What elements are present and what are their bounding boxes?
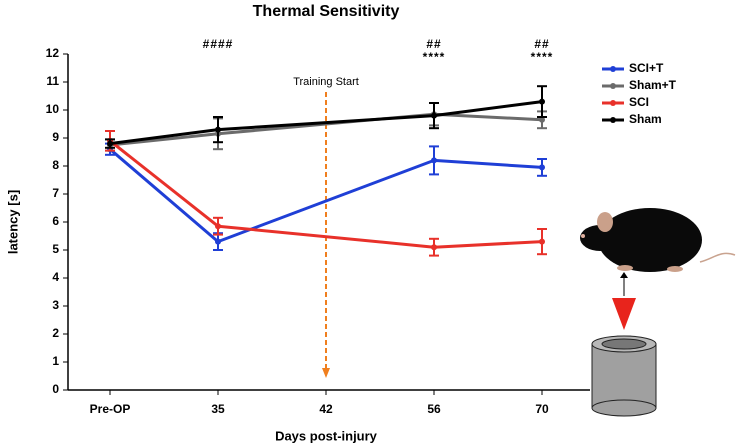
legend-marker	[610, 117, 616, 123]
y-tick-label: 0	[52, 382, 59, 396]
significance-label: ##	[534, 37, 549, 51]
significance-label: ****	[423, 50, 446, 64]
series-line	[217, 224, 435, 249]
series-line	[433, 100, 543, 118]
data-point	[539, 98, 545, 105]
series-line	[433, 240, 543, 249]
training-arrow	[322, 368, 330, 378]
y-tick-label: 8	[52, 158, 59, 172]
x-tick-label: 35	[211, 402, 225, 416]
y-tick-label: 3	[52, 298, 59, 312]
series-line	[217, 158, 435, 244]
series-line	[217, 114, 435, 132]
significance-label: ####	[203, 37, 234, 51]
y-tick-label: 1	[52, 354, 59, 368]
y-tick-label: 12	[46, 46, 60, 60]
legend-marker	[610, 100, 616, 106]
significance-label: ****	[531, 50, 554, 64]
y-tick-label: 5	[52, 242, 59, 256]
training-label: Training Start	[293, 76, 359, 88]
data-point	[431, 244, 437, 251]
x-axis-title: Days post-injury	[275, 428, 378, 443]
significance-label: ##	[426, 37, 441, 51]
y-tick-label: 9	[52, 130, 59, 144]
chart-title: Thermal Sensitivity	[253, 3, 400, 20]
series-line	[433, 112, 543, 122]
legend-label: Sham+T	[629, 78, 677, 92]
y-tick-label: 4	[52, 270, 59, 284]
series-line	[109, 139, 219, 228]
y-axis-title: latency [s]	[5, 190, 20, 254]
y-tick-label: 10	[46, 102, 60, 116]
x-tick-label: 70	[535, 402, 549, 416]
data-point	[215, 126, 221, 133]
x-tick-label: Pre-OP	[90, 402, 131, 416]
y-tick-label: 2	[52, 326, 59, 340]
legend-marker	[610, 83, 616, 89]
y-tick-label: 7	[52, 186, 59, 200]
y-tick-label: 6	[52, 214, 59, 228]
legend-label: Sham	[629, 112, 662, 126]
y-tick-label: 11	[46, 74, 59, 88]
data-point	[539, 238, 545, 245]
x-tick-label: 42	[319, 402, 333, 416]
data-point	[107, 140, 113, 147]
series-line	[109, 148, 219, 243]
data-point	[431, 112, 437, 119]
series-line	[109, 128, 219, 146]
x-tick-label: 56	[427, 402, 441, 416]
mouse-illustration	[580, 208, 736, 417]
data-point	[215, 238, 221, 245]
legend-label: SCI	[629, 95, 649, 109]
series-line	[109, 132, 219, 147]
series-line	[433, 158, 543, 169]
data-point	[215, 223, 221, 230]
data-point	[539, 164, 545, 171]
data-point	[431, 157, 437, 164]
legend-marker	[610, 66, 616, 72]
legend-label: SCI+T	[629, 61, 664, 75]
data-point	[539, 116, 545, 123]
